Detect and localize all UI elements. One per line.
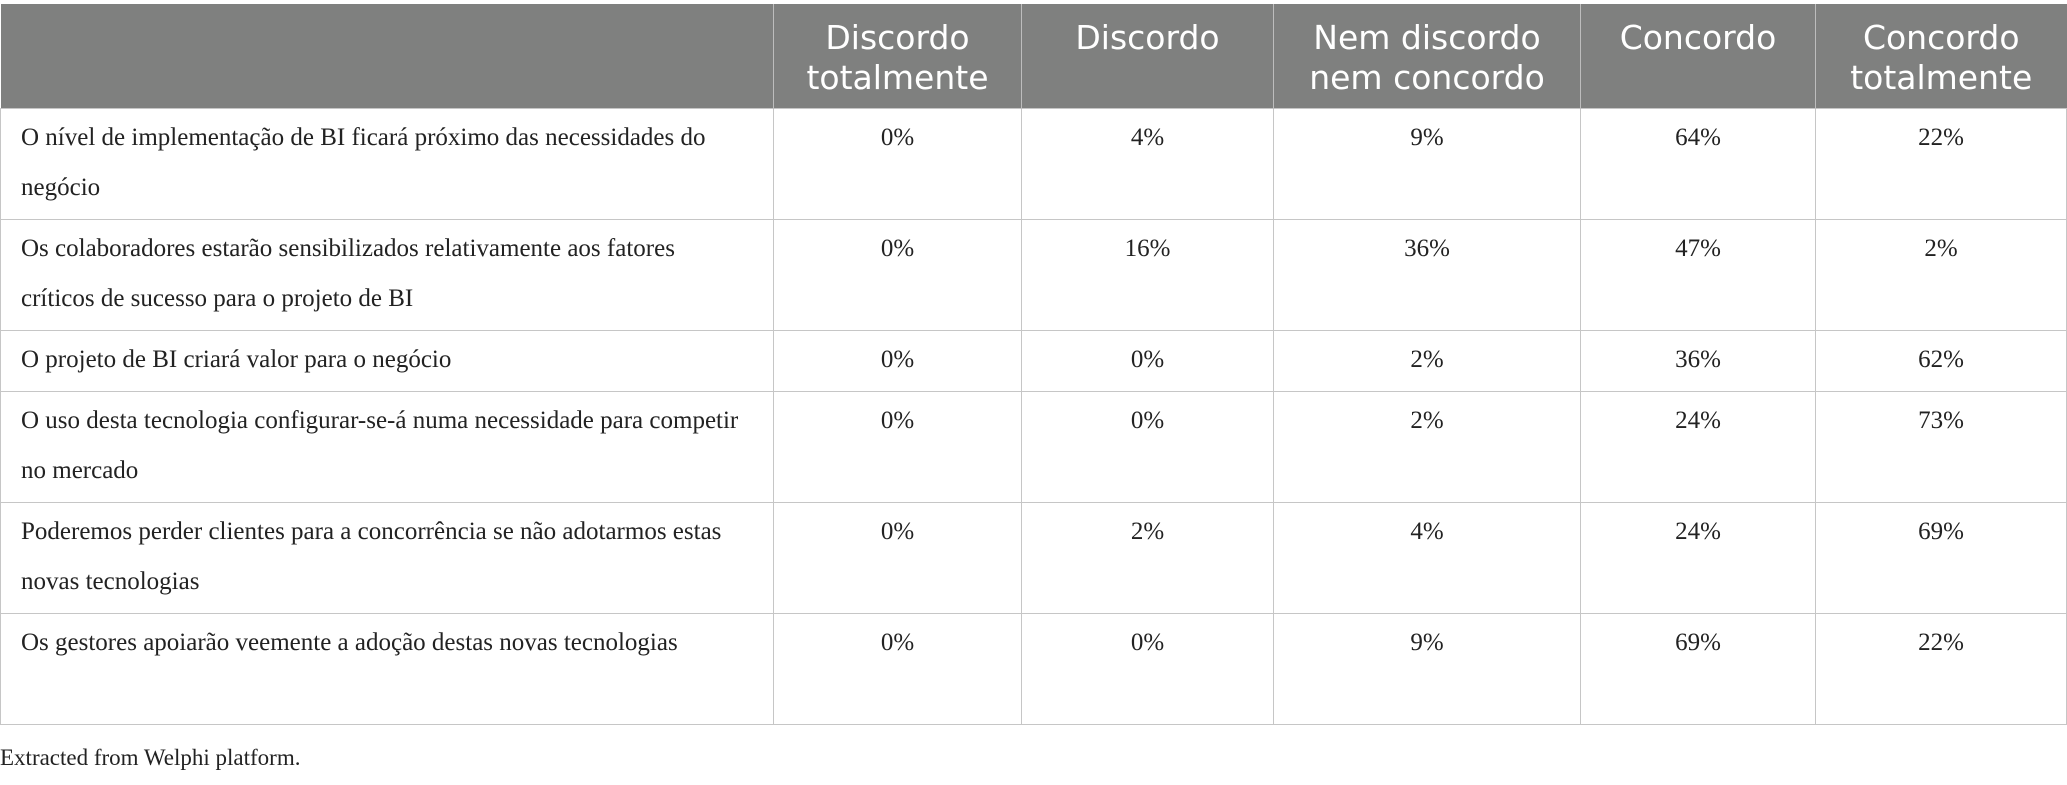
table-row: O nível de implementação de BI ficará pr…: [0, 108, 2067, 220]
table-row: O uso desta tecnologia configurar-se-á n…: [0, 391, 2067, 503]
value-cell: 73%: [1815, 391, 2067, 503]
value-cell: 4%: [1273, 502, 1581, 614]
value-cell: 24%: [1580, 502, 1816, 614]
value-cell: 4%: [1021, 108, 1274, 220]
value-cell: 69%: [1815, 502, 2067, 614]
value-cell: 36%: [1580, 330, 1816, 392]
statement-cell: Poderemos perder clientes para a concorr…: [0, 502, 774, 614]
survey-table-container: Discordo totalmente Discordo Nem discord…: [0, 4, 2067, 725]
statement-cell: O uso desta tecnologia configurar-se-á n…: [0, 391, 774, 503]
statement-cell: O projeto de BI criará valor para o negó…: [0, 330, 774, 392]
value-cell: 9%: [1273, 108, 1581, 220]
value-cell: 0%: [1021, 330, 1274, 392]
value-cell: 0%: [773, 613, 1022, 725]
statement-cell: Os colaboradores estarão sensibilizados …: [0, 219, 774, 331]
value-cell: 2%: [1273, 330, 1581, 392]
header-cell-statement: [0, 4, 774, 109]
value-cell: 64%: [1580, 108, 1816, 220]
value-cell: 22%: [1815, 108, 2067, 220]
value-cell: 62%: [1815, 330, 2067, 392]
table-body: O nível de implementação de BI ficará pr…: [0, 108, 2067, 725]
table-row: Poderemos perder clientes para a concorr…: [0, 502, 2067, 614]
table-row: O projeto de BI criará valor para o negó…: [0, 330, 2067, 392]
value-cell: 0%: [1021, 613, 1274, 725]
survey-results-table: Discordo totalmente Discordo Nem discord…: [0, 4, 2067, 725]
value-cell: 0%: [773, 330, 1022, 392]
table-row: Os colaboradores estarão sensibilizados …: [0, 219, 2067, 331]
value-cell: 36%: [1273, 219, 1581, 331]
header-cell-discordo: Discordo: [1021, 4, 1274, 109]
value-cell: 2%: [1021, 502, 1274, 614]
header-cell-concordo: Concordo: [1580, 4, 1816, 109]
value-cell: 47%: [1580, 219, 1816, 331]
value-cell: 2%: [1815, 219, 2067, 331]
header-row: Discordo totalmente Discordo Nem discord…: [0, 4, 2067, 109]
table-footnote: Extracted from Welphi platform.: [0, 745, 301, 770]
statement-cell: O nível de implementação de BI ficará pr…: [0, 108, 774, 220]
value-cell: 0%: [773, 502, 1022, 614]
header-cell-nem-discordo-nem-concordo: Nem discordo nem concordo: [1273, 4, 1581, 109]
table-row: Os gestores apoiarão veemente a adoção d…: [0, 613, 2067, 725]
value-cell: 22%: [1815, 613, 2067, 725]
value-cell: 24%: [1580, 391, 1816, 503]
value-cell: 0%: [773, 219, 1022, 331]
value-cell: 2%: [1273, 391, 1581, 503]
value-cell: 0%: [1021, 391, 1274, 503]
value-cell: 0%: [773, 391, 1022, 503]
statement-cell: Os gestores apoiarão veemente a adoção d…: [0, 613, 774, 725]
value-cell: 69%: [1580, 613, 1816, 725]
value-cell: 16%: [1021, 219, 1274, 331]
value-cell: 9%: [1273, 613, 1581, 725]
table-header: Discordo totalmente Discordo Nem discord…: [0, 4, 2067, 109]
header-cell-discordo-totalmente: Discordo totalmente: [773, 4, 1022, 109]
header-cell-concordo-totalmente: Concordo totalmente: [1815, 4, 2067, 109]
value-cell: 0%: [773, 108, 1022, 220]
